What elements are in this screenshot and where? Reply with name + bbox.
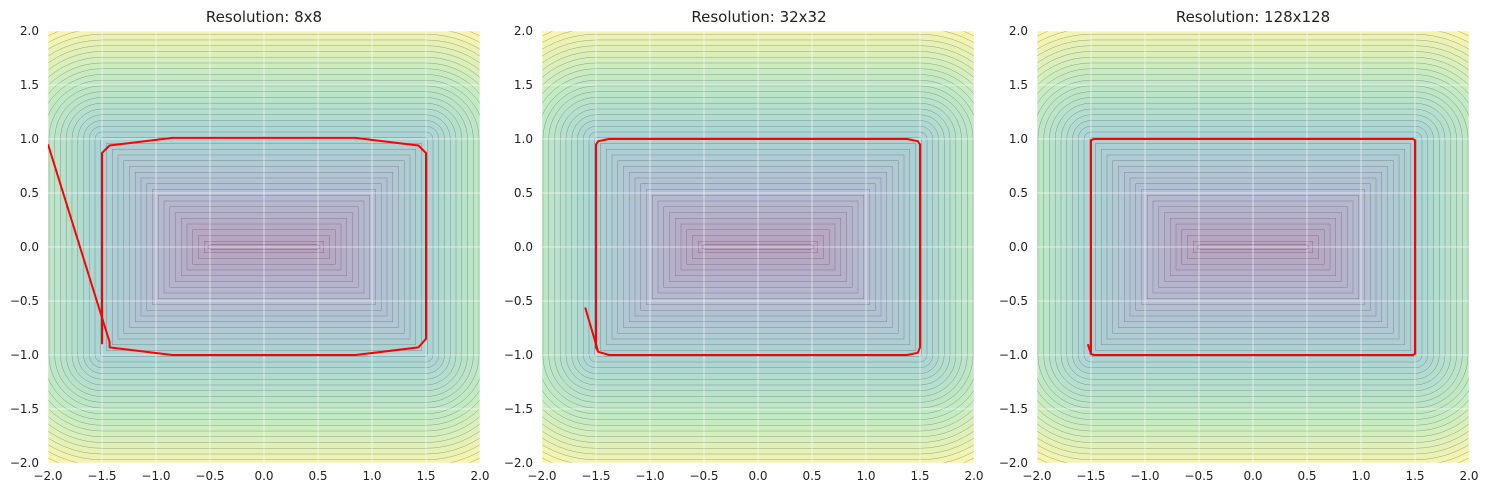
y-tick-labels: 2.0 1.5 1.0 0.5 0.0 −0.5 −1.0 −1.5 −2.0 (504, 24, 533, 470)
y-tick-label: 1.0 (514, 132, 533, 146)
y-tick-label: 0.0 (514, 240, 533, 254)
x-tick-label: −1.5 (581, 469, 610, 483)
y-tick-label: 2.0 (20, 24, 39, 38)
x-tick-labels: −2.0 −1.5 −1.0 −0.5 0.0 0.5 1.0 1.5 2.0 (33, 469, 489, 483)
y-tick-label: −1.5 (999, 402, 1028, 416)
y-tick-label: −2.0 (504, 456, 533, 470)
x-tick-label: −2.0 (33, 469, 62, 483)
subplot-2: Resolution: 32x32 −2.0 −1.5 −1.0 −0.5 0.0 0.5… (504, 8, 984, 483)
y-tick-labels: 2.0 1.5 1.0 0.5 0.0 −0.5 −1.0 −1.5 −2.0 (10, 24, 39, 470)
x-tick-label: −0.5 (195, 469, 224, 483)
x-tick-label: 1.0 (856, 469, 875, 483)
y-tick-label: −1.0 (10, 348, 39, 362)
y-tick-label: 1.5 (1009, 78, 1028, 92)
plot-area: −2.0 −1.5 −1.0 −0.5 0.0 0.5 1.0 1.5 2.0 2.0 1.5 1.0… (10, 24, 490, 483)
x-tick-label: 0.5 (802, 469, 821, 483)
y-tick-label: 0.5 (1009, 186, 1028, 200)
y-tick-label: −0.5 (504, 294, 533, 308)
x-tick-label: −1.0 (1130, 469, 1159, 483)
x-tick-label: −2.0 (1022, 469, 1051, 483)
x-tick-labels: −2.0 −1.5 −1.0 −0.5 0.0 0.5 1.0 1.5 2.0 (1022, 469, 1478, 483)
x-tick-label: 0.5 (1297, 469, 1316, 483)
x-tick-label: 1.5 (416, 469, 435, 483)
x-tick-label: 1.5 (910, 469, 929, 483)
x-tick-label: −1.0 (635, 469, 664, 483)
x-tick-label: 2.0 (470, 469, 489, 483)
subplot-3: Resolution: 128x128 −2.0 −1.5 −1.0 −0.5 0.0 0… (999, 8, 1479, 483)
y-tick-label: −2.0 (999, 456, 1028, 470)
y-tick-label: 2.0 (514, 24, 533, 38)
y-tick-label: 0.0 (1009, 240, 1028, 254)
x-tick-label: 2.0 (964, 469, 983, 483)
x-tick-label: −2.0 (527, 469, 556, 483)
subplot-title: Resolution: 128x128 (1176, 8, 1330, 26)
x-tick-label: 1.5 (1405, 469, 1424, 483)
y-tick-label: 0.5 (20, 186, 39, 200)
x-tick-label: −1.5 (1076, 469, 1105, 483)
plot-area: −2.0 −1.5 −1.0 −0.5 0.0 0.5 1.0 1.5 2.0 2.0 1.5 1.0… (504, 24, 984, 483)
zero-level-boundary (584, 138, 921, 356)
x-tick-label: −0.5 (1184, 469, 1213, 483)
zero-level-boundary (1086, 138, 1416, 356)
subplot-1: Resolution: 8x8 −2.0 −1.5 −1.0 −0.5 0.0 0.5 1.… (10, 8, 490, 483)
y-tick-label: −1.0 (504, 348, 533, 362)
y-tick-label: −2.0 (10, 456, 39, 470)
x-tick-label: 1.0 (1351, 469, 1370, 483)
x-tick-label: 2.0 (1459, 469, 1478, 483)
y-tick-label: 1.5 (20, 78, 39, 92)
y-tick-label: 1.0 (1009, 132, 1028, 146)
x-tick-label: 0.0 (748, 469, 767, 483)
x-tick-label: −0.5 (689, 469, 718, 483)
zero-level-boundary (48, 136, 427, 356)
y-tick-label: −1.0 (999, 348, 1028, 362)
plot-area: −2.0 −1.5 −1.0 −0.5 0.0 0.5 1.0 1.5 2.0 2.0 1.5 1.0… (999, 24, 1479, 483)
subplot-title: Resolution: 32x32 (691, 8, 826, 26)
x-tick-label: 1.0 (362, 469, 381, 483)
y-tick-label: −1.5 (10, 402, 39, 416)
y-tick-label: −0.5 (10, 294, 39, 308)
x-tick-label: 0.0 (254, 469, 273, 483)
y-tick-label: −1.5 (504, 402, 533, 416)
y-tick-label: 2.0 (1009, 24, 1028, 38)
y-tick-labels: 2.0 1.5 1.0 0.5 0.0 −0.5 −1.0 −1.5 −2.0 (999, 24, 1028, 470)
x-tick-labels: −2.0 −1.5 −1.0 −0.5 0.0 0.5 1.0 1.5 2.0 (527, 469, 983, 483)
x-tick-label: 0.5 (308, 469, 327, 483)
x-tick-label: −1.5 (87, 469, 116, 483)
y-tick-label: 1.0 (20, 132, 39, 146)
y-tick-label: 0.0 (20, 240, 39, 254)
y-tick-label: −0.5 (999, 294, 1028, 308)
x-tick-label: 0.0 (1243, 469, 1262, 483)
x-tick-label: −1.0 (141, 469, 170, 483)
y-tick-label: 0.5 (514, 186, 533, 200)
subplot-title: Resolution: 8x8 (206, 8, 322, 26)
y-tick-label: 1.5 (514, 78, 533, 92)
